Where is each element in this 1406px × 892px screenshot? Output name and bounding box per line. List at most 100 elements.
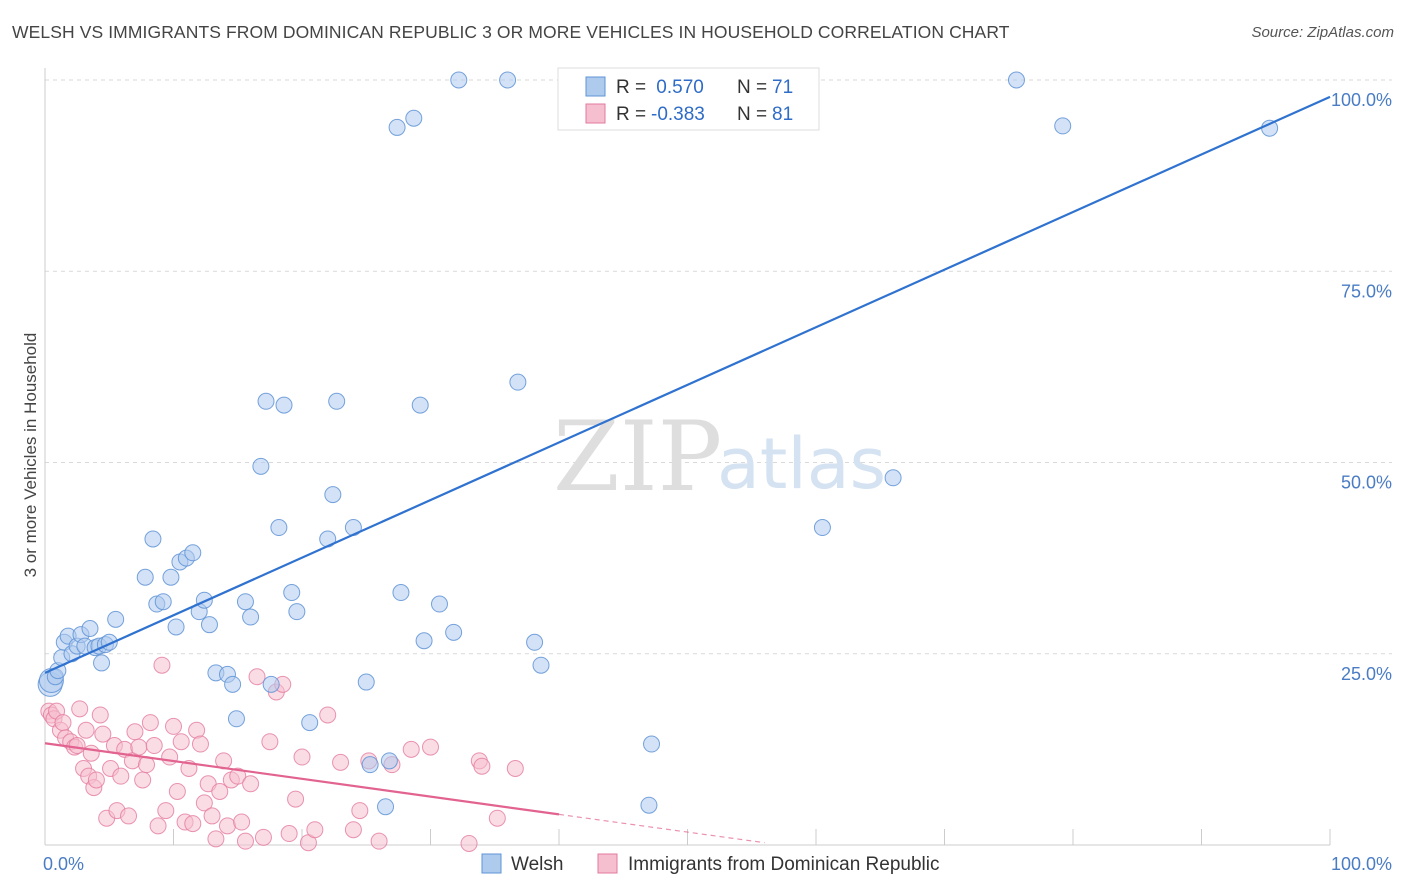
series-welsh-points	[37, 71, 1279, 816]
dominican-point	[203, 807, 221, 825]
dominican-point	[94, 725, 112, 743]
dominican-point	[370, 832, 388, 850]
dominican-point	[165, 717, 182, 735]
dominican-point	[236, 832, 254, 850]
dominican-point	[344, 821, 362, 839]
bottom-legend-swatch-welsh	[481, 853, 502, 874]
y-tick-label: 75.0%	[1341, 281, 1392, 301]
welsh-point	[144, 530, 162, 548]
legend-swatch-dominican	[585, 103, 606, 124]
welsh-point	[184, 544, 202, 562]
y-tick-label: 25.0%	[1341, 664, 1392, 684]
welsh-point	[328, 392, 346, 410]
dominican-point	[332, 753, 350, 771]
welsh-point	[526, 633, 544, 651]
welsh-point	[813, 519, 831, 537]
welsh-trend-line	[44, 95, 1331, 674]
watermark-zip: ZIP	[553, 401, 722, 513]
welsh-point	[499, 71, 517, 89]
dominican-point	[319, 706, 337, 724]
bottom-legend-dominican: Immigrants from Dominican Republic	[628, 854, 940, 875]
welsh-point	[361, 756, 379, 774]
dominican-point	[141, 714, 159, 732]
welsh-point	[236, 593, 254, 611]
welsh-point	[262, 675, 280, 693]
dominican-point	[82, 744, 100, 762]
dominican-point	[280, 825, 298, 843]
dominican-point	[168, 782, 186, 800]
welsh-point	[532, 656, 550, 674]
welsh-point	[107, 610, 125, 628]
dominican-point	[184, 815, 202, 833]
welsh-point	[643, 735, 661, 753]
dominican-point	[68, 737, 86, 755]
welsh-point	[388, 118, 406, 136]
welsh-point	[357, 673, 375, 691]
dominican-point	[422, 738, 439, 756]
welsh-point	[93, 654, 111, 672]
legend-n-value-welsh: 71	[772, 77, 793, 98]
dominican-point	[157, 802, 175, 820]
series-dominican-points	[40, 656, 524, 852]
welsh-point	[1054, 117, 1072, 135]
dominican-point	[351, 802, 369, 820]
grid-layer	[45, 79, 1392, 655]
dominican-point	[134, 771, 152, 789]
legend-r-value-dominican: -0.383	[651, 104, 705, 125]
legend-r-label-dominican: R =	[616, 104, 646, 125]
dominican-trend-line	[44, 742, 560, 816]
welsh-point	[405, 109, 423, 127]
dominican-point	[248, 668, 266, 686]
dominican-point	[161, 748, 179, 766]
dominican-point	[112, 767, 130, 785]
dominican-point	[242, 775, 260, 793]
dominican-point	[287, 790, 305, 808]
welsh-point	[430, 595, 448, 613]
dominican-point	[306, 821, 324, 839]
legend-n-label-welsh: N =	[737, 77, 767, 98]
y-tick-label: 50.0%	[1341, 473, 1392, 493]
welsh-point	[200, 616, 218, 634]
dominican-point	[71, 700, 89, 718]
dominican-point	[211, 782, 229, 800]
dominican-point	[153, 656, 171, 674]
welsh-point	[224, 675, 242, 693]
welsh-point	[162, 568, 180, 586]
series-legend: Welsh Immigrants from Dominican Republic	[481, 853, 940, 875]
watermark-atlas: atlas	[717, 423, 886, 505]
welsh-point	[324, 486, 342, 504]
watermark: ZIP atlas	[553, 401, 886, 513]
welsh-point	[411, 396, 429, 414]
dominican-point	[488, 809, 506, 827]
dominican-point	[233, 813, 251, 831]
welsh-point	[270, 519, 288, 537]
dominican-point	[473, 757, 491, 775]
dominican-point	[126, 723, 144, 741]
dominican-point	[293, 748, 311, 766]
dominican-point	[460, 834, 478, 852]
welsh-point	[445, 623, 463, 641]
welsh-point	[257, 392, 275, 410]
correlation-legend: R = 0.570 N = 71 R = -0.383 N = 81	[557, 67, 820, 131]
welsh-point	[380, 752, 398, 770]
dominican-point	[254, 828, 272, 846]
legend-n-label-dominican: N =	[737, 104, 767, 125]
y-tick-label: 100.0%	[1331, 90, 1392, 110]
bottom-legend-welsh: Welsh	[511, 854, 563, 875]
welsh-point	[81, 620, 99, 638]
x-tick-label: 0.0%	[43, 854, 84, 874]
bottom-legend-swatch-dominican	[597, 853, 618, 874]
dominican-point	[77, 721, 95, 739]
welsh-point	[252, 457, 270, 475]
axis-layer: 25.0% 50.0% 75.0% 100.0% 0.0% 100.0%	[43, 68, 1392, 874]
welsh-point	[415, 632, 433, 650]
welsh-point	[288, 603, 306, 621]
legend-r-label-welsh: R =	[616, 77, 646, 98]
welsh-point	[167, 618, 185, 636]
dominican-point	[91, 706, 109, 724]
dominican-point	[191, 735, 209, 753]
welsh-point	[884, 469, 902, 487]
dominican-point	[120, 807, 138, 825]
dominican-point	[195, 794, 213, 812]
